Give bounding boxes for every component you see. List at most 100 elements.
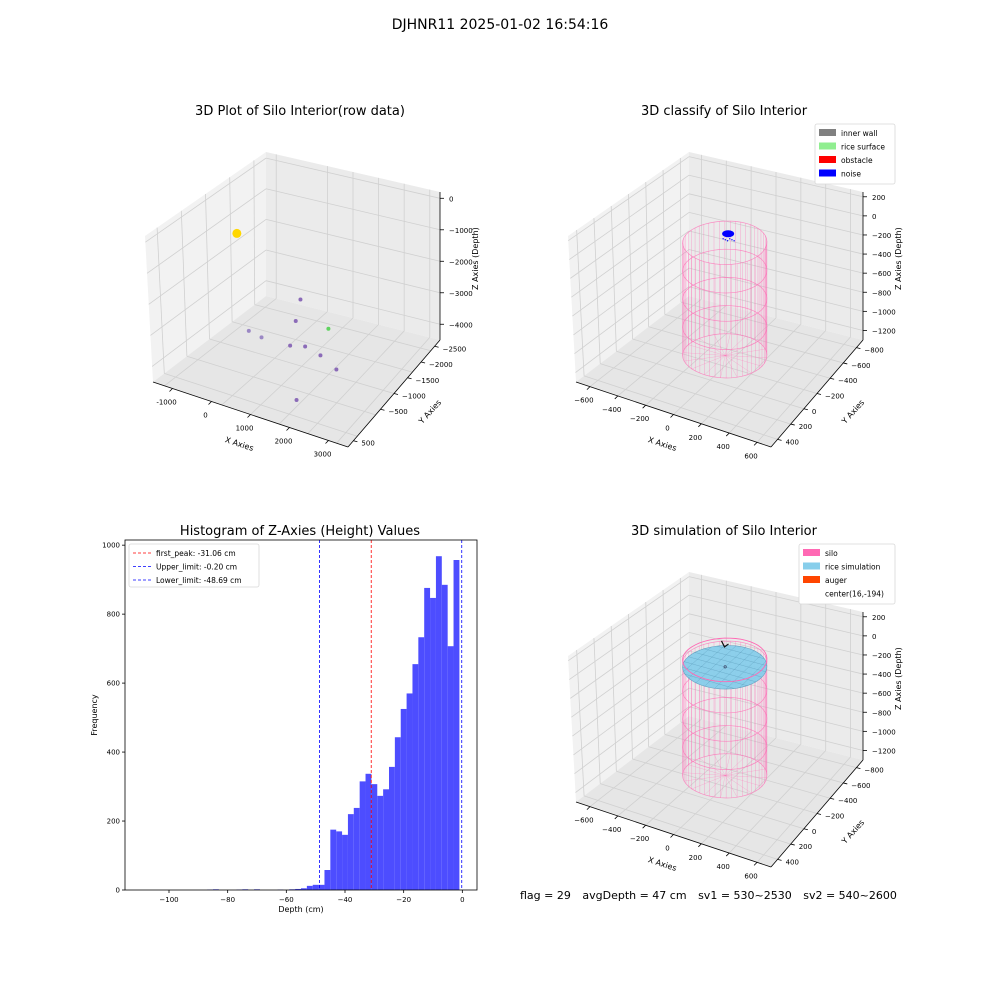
histogram-y-axis-label: Frequency <box>90 694 99 736</box>
plot-title-classify: 3D classify of Silo Interior <box>640 104 808 119</box>
simulation-rice-mesh-line <box>739 661 767 688</box>
classify-noise-point <box>733 240 735 242</box>
raw-x-tick-label: 2000 <box>275 438 293 446</box>
simulation-silo-ring <box>682 725 768 770</box>
raw-x-tick <box>169 388 173 392</box>
simulation-silo-floor-line <box>684 775 726 782</box>
classify-z-tick-label: −200 <box>872 232 891 240</box>
raw-grid-y <box>250 317 354 415</box>
classify-noise-point <box>722 238 724 240</box>
simulation-x-tick-label: −600 <box>574 817 593 825</box>
simulation-3d-plot: −600−400−20002004006004002000−200−400−60… <box>568 543 903 880</box>
simulation-rice-mesh-line <box>694 652 766 672</box>
histogram-bar <box>324 870 331 890</box>
classify-grid-z-right <box>688 267 864 312</box>
classify-y-tick-label: −400 <box>838 377 857 385</box>
histogram-x-tick-label: −20 <box>396 896 411 904</box>
raw-y-tick-label: −2000 <box>429 361 453 369</box>
classify-x-tick-label: −600 <box>574 397 593 405</box>
simulation-z-tick-label: −1200 <box>872 747 896 755</box>
histogram-x-axis-label: Depth (cm) <box>278 905 323 914</box>
histogram-legend-box <box>128 543 260 588</box>
classify-z-tick-label: −400 <box>872 251 891 259</box>
simulation-x-tick <box>586 806 591 810</box>
simulation-y-tick-label: −600 <box>851 782 870 790</box>
simulation-x-tick-label: 200 <box>689 854 702 862</box>
figure-title: DJHNR11 2025-01-02 16:54:16 <box>391 17 609 33</box>
simulation-y-tick <box>816 813 822 815</box>
classify-y-tick-label: −800 <box>864 347 883 355</box>
histogram-legend-label: Lower_limit: -48.69 cm <box>156 576 242 585</box>
histogram-bar <box>353 807 360 890</box>
simulation-grid-x-wall <box>610 625 617 772</box>
simulation-silo-floor-line <box>699 758 726 776</box>
classify-x-tick <box>753 442 758 446</box>
simulation-grid-x-wall <box>628 613 633 760</box>
histogram-x-tick-label: −100 <box>159 896 178 904</box>
simulation-z-tick-label: −1000 <box>872 728 896 736</box>
simulation-legend-label: center(16,-194) <box>825 590 884 599</box>
histogram-bar <box>447 646 454 890</box>
classify-silo-floor-line <box>725 355 763 367</box>
sv2-text: sv2 = 540~2600 <box>803 889 897 902</box>
simulation-silo-floor-line <box>688 764 726 776</box>
simulation-grid-y <box>756 756 851 863</box>
histogram-y-tick-label: 200 <box>107 818 120 826</box>
simulation-z-tick-label: −600 <box>872 690 891 698</box>
classify-legend-box <box>814 123 896 185</box>
plot-title-simulation: 3D simulation of Silo Interior <box>631 524 817 539</box>
histogram-y-tick-label: 1000 <box>102 542 120 550</box>
histogram-bar <box>424 587 431 890</box>
classify-silo-floor-line <box>720 355 726 378</box>
classify-grid-z-right <box>688 230 864 274</box>
simulation-y-tick <box>803 828 808 831</box>
depth-histogram: −100 −80 −60 −40 −20 0 0 200 400 600 800 1000 Depth … <box>90 539 478 914</box>
raw-grid-y <box>221 311 328 406</box>
histogram-y-tick-label: 600 <box>107 680 120 688</box>
raw-data-point <box>334 367 339 372</box>
simulation-rice-mesh-line <box>704 647 746 687</box>
classify-noise-point <box>726 240 729 242</box>
simulation-x-tick <box>642 824 646 829</box>
simulation-x-axis-label: X Axies <box>647 855 678 873</box>
histogram-bar <box>430 597 436 890</box>
avg-depth-text: avgDepth = 47 cm <box>582 889 687 902</box>
simulation-silo-ring <box>682 697 768 742</box>
raw-x-tick <box>208 401 212 405</box>
classify-x-tick-label: 0 <box>665 425 669 433</box>
simulation-y-tick <box>790 843 795 846</box>
classify-silo-ring <box>682 248 768 294</box>
classify-silo-floor-line <box>704 355 726 375</box>
raw-x-tick <box>286 427 290 431</box>
raw-grid-y <box>307 330 405 434</box>
simulation-grid-y <box>617 725 727 817</box>
classify-silo-ring <box>682 305 768 350</box>
simulation-y-tick-label: 400 <box>786 858 799 866</box>
raw-x-tick <box>325 440 329 444</box>
simulation-y-tick-label: −400 <box>838 797 857 805</box>
simulation-rice-mesh-line <box>726 654 762 690</box>
raw-z-tick-label: −3000 <box>449 290 473 298</box>
simulation-grid-x-wall <box>645 601 650 747</box>
classify-silo-ring <box>682 277 768 322</box>
raw-data-point <box>298 297 303 302</box>
histogram-bar <box>435 556 442 890</box>
classify-z-tick-label: 0 <box>872 213 876 221</box>
simulation-grid-z-right <box>688 706 864 751</box>
simulation-y-tick <box>856 767 861 770</box>
raw-grid-y <box>164 298 277 387</box>
simulation-silo-floor-line <box>682 772 726 776</box>
simulation-silo-floor-line <box>724 753 731 776</box>
classify-grid-x-wall <box>610 205 617 352</box>
raw-data-point <box>288 343 293 348</box>
simulation-grid-z-right <box>688 613 864 656</box>
histogram-bar <box>347 814 354 890</box>
raw-y-tick-label: −1000 <box>402 393 426 401</box>
classify-x-tick <box>698 423 702 428</box>
raw-x-tick <box>247 414 251 418</box>
simulation-z-tick-label: −400 <box>872 671 891 679</box>
simulation-legend-swatch <box>803 576 820 583</box>
flag-text: flag = 29 <box>520 889 571 902</box>
classify-grid-x-wall <box>662 169 666 315</box>
raw-y-tick <box>407 377 412 380</box>
